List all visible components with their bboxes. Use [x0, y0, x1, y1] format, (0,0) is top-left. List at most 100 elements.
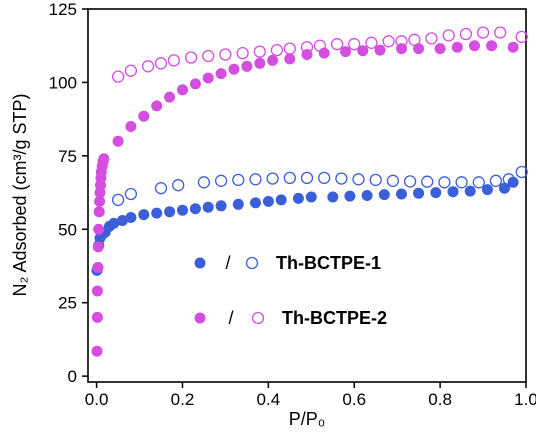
th-bctpe-1-adsorption-point-9: [125, 212, 137, 223]
th-bctpe-2-desorption-point-8: [382, 35, 395, 48]
th-bctpe-1-desorption-point-2: [489, 174, 503, 187]
th-bctpe-2-adsorption-point-39: [486, 40, 498, 52]
legend-th-bctpe-2-desorption-marker: [251, 311, 265, 325]
th-bctpe-1-desorption-point-11: [335, 172, 348, 185]
th-bctpe-1-desorption-point-16: [249, 173, 262, 186]
th-bctpe-1-desorption-point-7: [403, 175, 417, 188]
x-tick-label-3: 0.6: [342, 390, 366, 409]
th-bctpe-2-desorption-point-10: [348, 38, 361, 51]
th-bctpe-2-adsorption-point-4: [92, 241, 104, 253]
th-bctpe-2-desorption-point-15: [270, 43, 284, 57]
data-points: [91, 26, 528, 357]
th-bctpe-2-adsorption-point-3: [92, 262, 104, 273]
th-bctpe-1-adsorption-point-20: [275, 194, 287, 206]
plot-frame: [87, 8, 527, 383]
th-bctpe-2-desorption-point-16: [253, 45, 266, 58]
th-bctpe-2-desorption-point-9: [365, 36, 378, 49]
th-bctpe-1-desorption-point-13: [300, 171, 314, 185]
legend-th-bctpe-1-label: Th-BCTPE-1: [276, 253, 381, 273]
th-bctpe-1-desorption-point-18: [214, 174, 228, 187]
y-tick-label-5: 125: [49, 0, 77, 19]
th-bctpe-2-adsorption-point-1: [91, 311, 103, 323]
y-axis-title: N₂ Adsorbed (cm³/g STP): [10, 93, 30, 296]
th-bctpe-1-desorption-point-10: [352, 173, 365, 186]
th-bctpe-2-adsorption-point-15: [112, 135, 124, 147]
th-bctpe-2-adsorption-point-36: [434, 43, 446, 55]
th-bctpe-2-desorption-point-17: [236, 46, 249, 60]
x-tick-label-4: 0.8: [428, 390, 452, 409]
th-bctpe-1-adsorption-point-26: [378, 189, 390, 201]
th-bctpe-1-desorption-point-14: [283, 171, 296, 185]
th-bctpe-1-desorption-point-20: [172, 179, 185, 192]
y-tick-label-2: 50: [58, 220, 77, 239]
th-bctpe-2-desorption-point-23: [141, 60, 155, 73]
th-bctpe-1-adsorption-point-10: [138, 209, 150, 221]
th-bctpe-1-desorption-point-9: [369, 173, 382, 187]
th-bctpe-2-adsorption-point-17: [138, 110, 150, 122]
th-bctpe-2-desorption-point-21: [167, 54, 181, 67]
th-bctpe-2-adsorption-point-38: [469, 40, 480, 52]
th-bctpe-2-adsorption-point-40: [507, 41, 519, 53]
th-bctpe-1-adsorption-point-11: [151, 207, 163, 219]
legend-th-bctpe-2-label: Th-BCTPE-2: [282, 308, 387, 328]
x-tick-label-1: 0.2: [171, 390, 195, 409]
th-bctpe-2-adsorption-point-19: [164, 91, 176, 103]
th-bctpe-1-adsorption-point-33: [499, 182, 510, 194]
th-bctpe-1-adsorption-point-18: [250, 197, 261, 209]
th-bctpe-2-desorption-point-22: [154, 57, 168, 70]
legend: / Th-BCTPE-1 / Th-BCTPE-2: [194, 253, 387, 328]
th-bctpe-1-desorption-point-4: [455, 176, 468, 189]
y-tick-label-4: 100: [49, 73, 77, 92]
th-bctpe-2-adsorption-point-0: [91, 345, 103, 357]
th-bctpe-1-adsorption-point-16: [215, 200, 227, 212]
th-bctpe-1-desorption-point-21: [154, 182, 168, 195]
th-bctpe-1-adsorption-point-13: [177, 204, 188, 216]
th-bctpe-2-adsorption-point-23: [215, 68, 227, 80]
th-bctpe-1-adsorption-point-27: [396, 188, 407, 200]
th-bctpe-2-desorption-point-19: [202, 49, 215, 63]
th-bctpe-2-adsorption-point-21: [189, 78, 201, 90]
th-bctpe-2-adsorption-point-16: [125, 121, 137, 132]
th-bctpe-2-desorption-point-12: [313, 39, 327, 52]
th-bctpe-2-adsorption-point-26: [254, 57, 266, 69]
th-bctpe-2-adsorption-point-35: [413, 43, 425, 55]
th-bctpe-2-adsorption-point-20: [177, 84, 188, 96]
th-bctpe-2-desorption-point-20: [184, 51, 198, 64]
y-tick-label-1: 25: [58, 294, 77, 313]
th-bctpe-2-desorption-point-2: [476, 26, 490, 39]
th-bctpe-2-adsorption-point-32: [357, 45, 369, 57]
th-bctpe-1-desorption-point-23: [111, 193, 125, 207]
th-bctpe-2-desorption-point-18: [219, 48, 232, 61]
th-bctpe-2-desorption-point-6: [408, 33, 421, 46]
th-bctpe-2-adsorption-point-28: [284, 53, 296, 65]
th-bctpe-2-adsorption-point-31: [340, 46, 352, 58]
legend-th-bctpe-1-separator: /: [225, 253, 230, 273]
th-bctpe-1-adsorption-point-30: [447, 186, 459, 198]
y-tick-label-0: 0: [68, 367, 77, 386]
th-bctpe-2-adsorption-point-22: [202, 72, 214, 84]
axis-ticks: 0.0 0.2 0.4 0.6 0.8 1.0 0 25 50 75 100 125: [49, 0, 536, 409]
th-bctpe-2-adsorption-point-7: [94, 195, 106, 207]
legend-th-bctpe-1-desorption-marker: [245, 256, 259, 270]
th-bctpe-1-adsorption-point-7: [108, 217, 120, 229]
x-tick-label-2: 0.4: [257, 390, 281, 409]
th-bctpe-1-desorption-point-17: [232, 173, 245, 187]
th-bctpe-1-desorption-point-22: [124, 187, 138, 201]
th-bctpe-1-desorption-point-0: [515, 165, 528, 179]
th-bctpe-1-adsorption-point-21: [292, 192, 304, 204]
th-bctpe-2-desorption-point-25: [111, 70, 125, 83]
th-bctpe-2-desorption-point-13: [300, 41, 314, 54]
th-bctpe-2-desorption-point-7: [395, 35, 408, 48]
th-bctpe-2-adsorption-point-33: [374, 44, 386, 56]
th-bctpe-1-adsorption-point-8: [116, 215, 128, 226]
th-bctpe-1-adsorption-point-14: [189, 203, 201, 215]
x-tick-label-0: 0.0: [85, 390, 109, 409]
th-bctpe-2-desorption-point-3: [459, 27, 473, 41]
th-bctpe-2-desorption-point-11: [330, 38, 344, 51]
th-bctpe-1-adsorption-point-24: [344, 190, 356, 202]
x-axis-title: P/P₀: [289, 409, 325, 429]
th-bctpe-1-adsorption-point-23: [327, 191, 339, 203]
th-bctpe-1-adsorption-point-19: [262, 195, 274, 207]
th-bctpe-2-adsorption-point-2: [91, 285, 103, 297]
th-bctpe-2-desorption-point-0: [515, 30, 528, 44]
